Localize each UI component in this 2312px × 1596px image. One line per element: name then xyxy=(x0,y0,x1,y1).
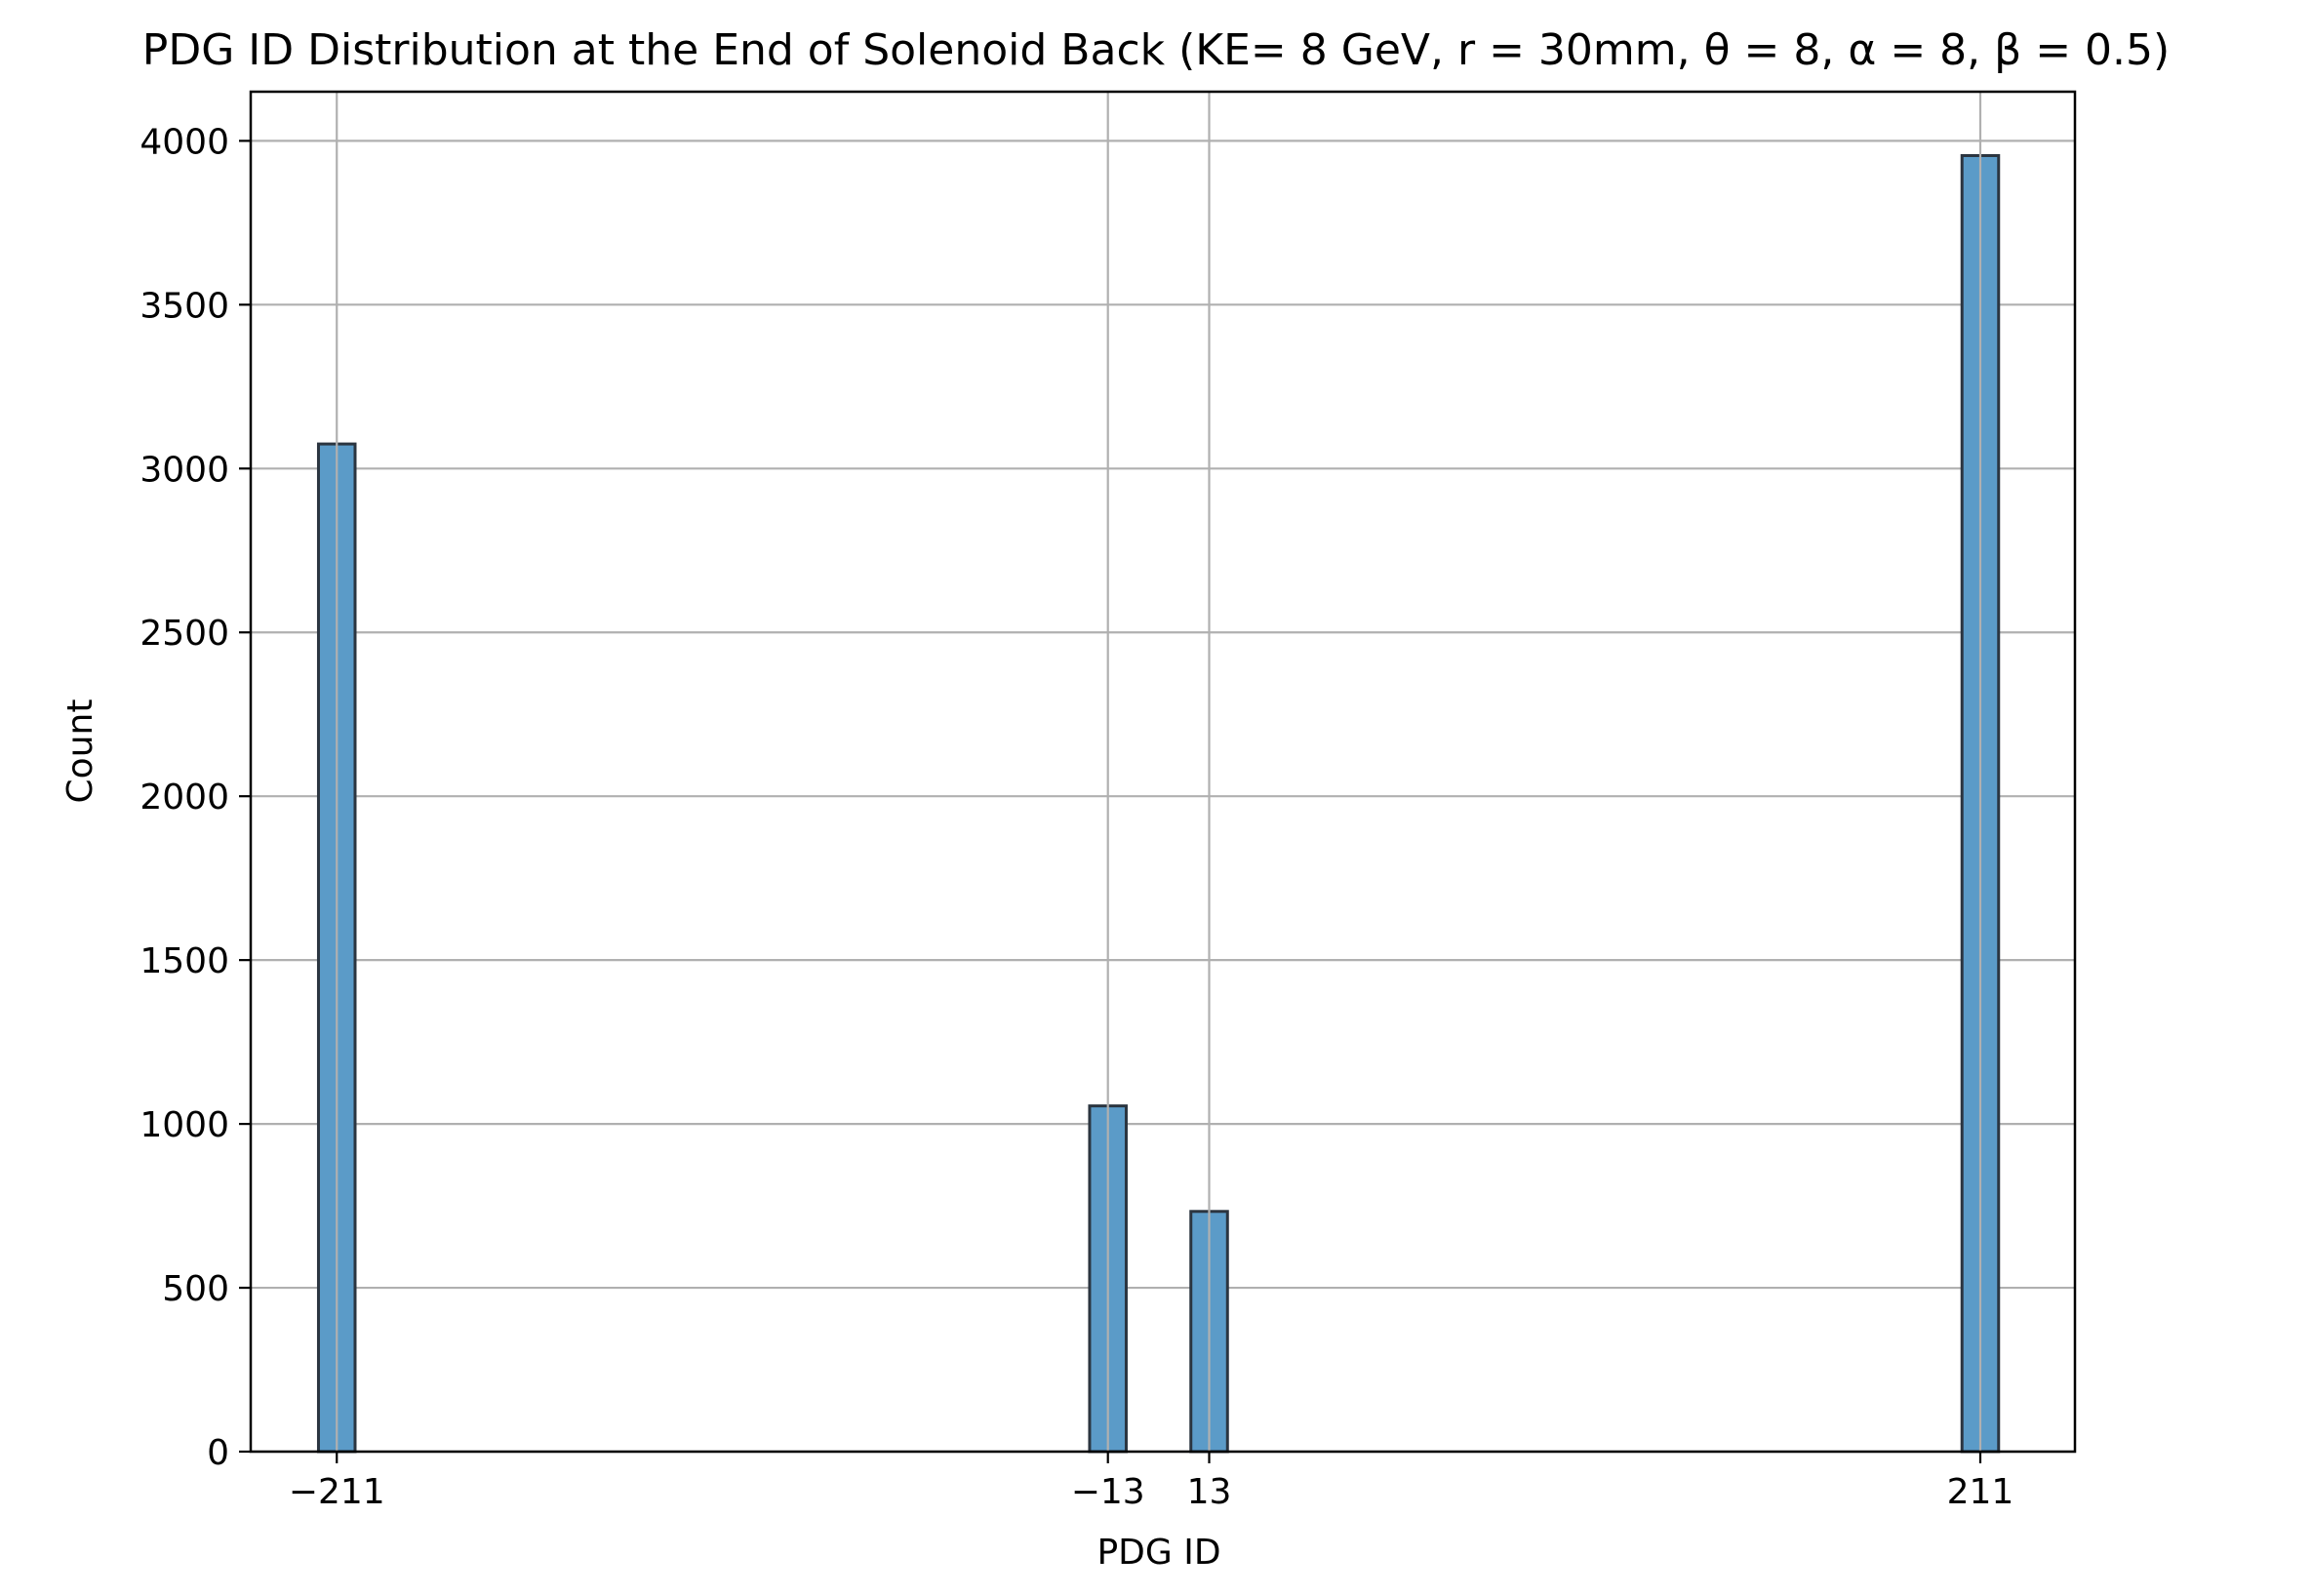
y-tick-label: 0 xyxy=(207,1433,229,1473)
y-tick-label: 3000 xyxy=(140,450,229,490)
x-tick-label: 13 xyxy=(1187,1472,1232,1512)
x-axis-ticks: −211 −13 13 211 xyxy=(289,1452,2014,1512)
y-tick-label: 3500 xyxy=(140,286,229,326)
y-axis-ticks: 0 500 1000 1500 2000 2500 3000 3500 4000 xyxy=(140,122,251,1473)
y-tick-label: 2000 xyxy=(140,778,229,818)
x-tick-label: −13 xyxy=(1071,1472,1145,1512)
y-tick-label: 500 xyxy=(162,1269,229,1309)
y-tick-label: 2500 xyxy=(140,614,229,654)
y-axis-label: Count xyxy=(60,699,100,804)
y-tick-label: 1000 xyxy=(140,1105,229,1145)
y-tick-label: 1500 xyxy=(140,941,229,981)
x-axis-label: PDG ID xyxy=(1096,1533,1220,1573)
x-tick-label: 211 xyxy=(1947,1472,2014,1512)
y-tick-label: 4000 xyxy=(140,122,229,162)
chart-title: PDG ID Distribution at the End of Soleno… xyxy=(142,25,2170,75)
grid-lines xyxy=(251,140,2075,1454)
bars xyxy=(316,92,2001,1454)
plot-frame xyxy=(249,90,2077,1454)
x-tick-label: −211 xyxy=(289,1472,385,1512)
